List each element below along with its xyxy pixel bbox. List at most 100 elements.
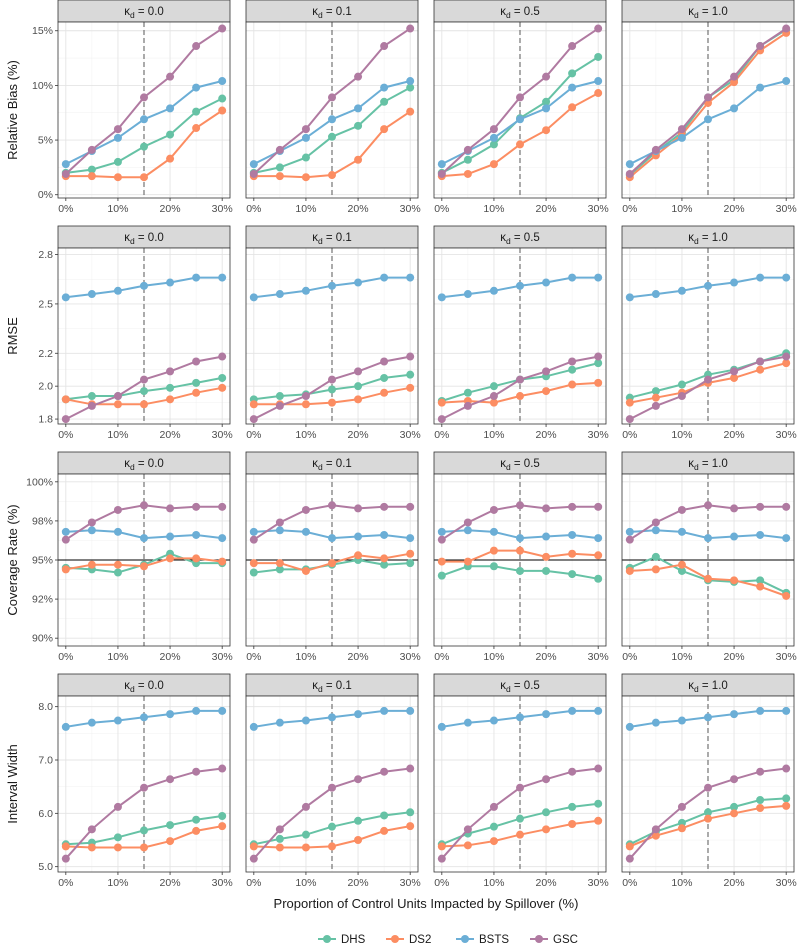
facet-strip-label: κd = 0.0 [124,6,164,20]
y-tick-label: 5.0 [38,861,53,873]
series-gsc [61,501,227,544]
data-point [782,764,791,773]
data-point [275,825,284,834]
data-point [218,706,227,715]
data-point [437,722,446,731]
x-tick-label: 30% [588,651,609,663]
x-tick-label: 10% [107,429,128,441]
data-point [354,504,363,513]
x-tick-label: 0% [58,651,73,663]
data-point [354,836,363,844]
x-tick-label: 30% [776,203,797,215]
data-point [140,713,148,722]
panel-border [245,21,419,199]
data-point [651,145,660,154]
data-point [406,273,415,282]
series-ds2 [437,816,603,851]
data-point [301,830,310,839]
data-point [756,804,765,812]
x-tick-label: 30% [212,203,233,215]
x-tick-label: 10% [483,429,504,441]
data-point [380,530,389,539]
data-point [113,400,122,409]
data-point [354,278,363,287]
data-point [463,557,472,566]
data-point [406,83,415,92]
data-point [113,560,122,569]
y-tick-label: 100% [26,476,53,488]
data-point [249,842,258,851]
panel-border [621,247,795,425]
data-point [542,387,551,396]
legend-label: BSTS [479,934,509,946]
data-point [406,764,415,773]
data-point [489,392,498,401]
series-gsc [249,24,415,178]
data-point [301,392,310,401]
panel-border [433,695,607,873]
data-point [87,843,96,852]
data-point [275,392,284,401]
legend: DHS DS2 BSTS GSC [318,934,578,946]
data-point [192,530,201,539]
data-point [756,273,765,282]
data-point [437,169,446,178]
facet-strip-label: κd = 0.0 [124,232,164,246]
data-point [275,559,284,568]
series-gsc [249,764,415,863]
data-point [61,527,70,536]
data-point [542,552,551,561]
data-point [301,527,310,536]
x-tick-label: 0% [622,651,637,663]
data-point [140,501,148,510]
data-point [594,24,603,33]
data-point [218,77,227,86]
x-tick-label: 10% [295,877,316,889]
y-tick-label: 98% [32,515,53,527]
data-point [677,560,686,569]
data-point [542,367,551,376]
facet-strip-label: κd = 0.5 [500,6,540,20]
series-dhs [249,370,415,404]
series-gsc [625,24,791,178]
facet-strip-label: κd = 0.0 [124,680,164,694]
data-point [140,387,148,396]
x-tick-label: 0% [622,877,637,889]
data-point [140,93,148,102]
data-point [437,293,446,302]
panel-border [57,695,231,873]
data-point [406,24,415,33]
legend-item: DHS [318,934,366,946]
data-point [301,843,310,852]
x-tick-label: 30% [776,429,797,441]
x-tick-label: 20% [348,203,369,215]
data-point [87,392,96,401]
data-point [166,367,175,376]
data-point [166,154,175,163]
data-point [516,281,524,290]
data-point [625,398,634,407]
series-gsc [249,352,415,424]
data-point [516,814,524,823]
x-tick-label: 20% [536,877,557,889]
series-bsts [625,526,791,543]
data-point [568,273,577,282]
data-point [677,286,686,295]
data-point [651,526,660,535]
data-point [542,126,551,135]
data-point [568,767,577,776]
data-point [87,290,96,299]
data-point [406,502,415,511]
data-point [61,395,70,404]
legend-label: GSC [553,934,578,946]
data-point [516,534,524,543]
data-point [542,566,551,575]
data-point [328,713,336,722]
series-ds2 [61,554,227,574]
data-point [542,710,551,719]
facet-panel: κd = 0.1 0% 10% 20% 30% [245,225,421,441]
data-point [328,281,336,290]
data-point [218,812,227,820]
data-point [218,352,227,361]
data-point [301,173,310,182]
